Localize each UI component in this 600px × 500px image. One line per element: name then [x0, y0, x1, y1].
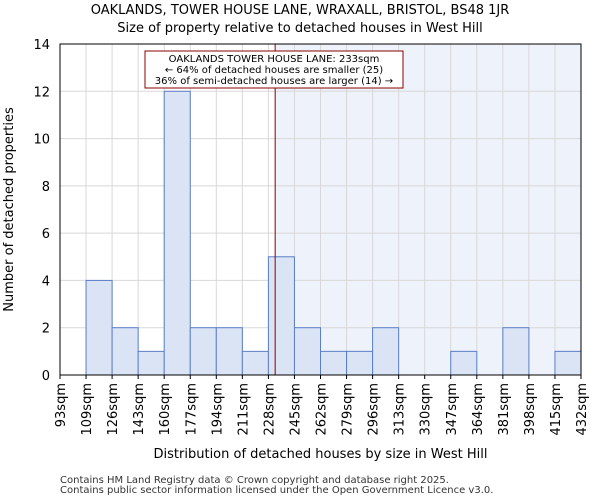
x-tick-label: 126sqm	[106, 383, 121, 436]
histogram-bar	[111, 327, 139, 376]
histogram-bar	[189, 327, 217, 376]
histogram-bar	[320, 350, 348, 376]
x-tick-label: 330sqm	[419, 383, 434, 436]
x-tick-label: 109sqm	[80, 383, 95, 436]
histogram-bar	[241, 350, 269, 376]
x-tick-label: 177sqm	[184, 383, 199, 436]
y-tick-label: 6	[42, 227, 50, 242]
y-tick-label: 2	[42, 322, 50, 337]
histogram-chart: 0 2 4 6 8 10 12 14 93sqm 109sqm 126sqm 143sqm 160sqm…	[2, 38, 590, 462]
histogram-bar	[450, 350, 478, 376]
chart-title: OAKLANDS, TOWER HOUSE LANE, WRAXALL, BRI…	[90, 3, 510, 18]
histogram-bar	[163, 90, 191, 376]
x-tick-label: 381sqm	[497, 383, 512, 436]
x-tick-label: 398sqm	[523, 383, 538, 436]
histogram-bar	[85, 279, 113, 376]
x-axis-title: Distribution of detached houses by size …	[154, 447, 488, 462]
x-tick-label: 160sqm	[158, 383, 173, 436]
x-tick-label: 93sqm	[54, 383, 69, 427]
x-tick-label: 211sqm	[236, 383, 251, 436]
y-tick-label: 10	[33, 133, 50, 148]
histogram-bar	[372, 327, 400, 376]
histogram-bar	[215, 327, 243, 376]
histogram-bar	[137, 350, 165, 376]
x-tick-label: 143sqm	[132, 383, 147, 436]
annotation-line: OAKLANDS TOWER HOUSE LANE: 233sqm	[169, 54, 380, 65]
x-tick-label: 415sqm	[549, 383, 564, 436]
annotation-line: ← 64% of detached houses are smaller (25…	[165, 65, 383, 76]
x-tick-label: 262sqm	[315, 383, 330, 436]
histogram-bar	[267, 256, 295, 376]
x-tick-label: 228sqm	[262, 383, 277, 436]
y-tick-label: 12	[33, 85, 50, 100]
annotation-box	[144, 50, 404, 89]
x-tick-label: 245sqm	[288, 383, 303, 436]
x-tick-label: 432sqm	[575, 383, 590, 436]
footer-line-2: Contains public sector information licen…	[60, 485, 494, 496]
histogram-bar	[554, 350, 582, 376]
annotation-line: 36% of semi-detached houses are larger (…	[155, 76, 393, 87]
y-tick-label: 14	[33, 38, 50, 53]
x-tick-label: 296sqm	[367, 383, 382, 436]
x-tick-label: 194sqm	[210, 383, 225, 436]
histogram-bar	[502, 327, 530, 376]
x-tick-label: 279sqm	[341, 383, 356, 436]
y-tick-label: 0	[42, 369, 50, 384]
x-tick-label: 347sqm	[445, 383, 460, 436]
x-tick-label: 364sqm	[471, 383, 486, 436]
y-tick-label: 4	[42, 274, 50, 289]
chart-subtitle: Size of property relative to detached ho…	[117, 21, 483, 36]
histogram-bar	[346, 350, 374, 376]
y-tick-label: 8	[42, 180, 50, 195]
footer-line-1: Contains HM Land Registry data © Crown c…	[60, 475, 449, 486]
larger-region-shade	[275, 44, 581, 375]
histogram-bar	[293, 327, 322, 376]
y-axis-title: Number of detached properties	[2, 107, 17, 312]
x-tick-label: 313sqm	[393, 383, 408, 436]
